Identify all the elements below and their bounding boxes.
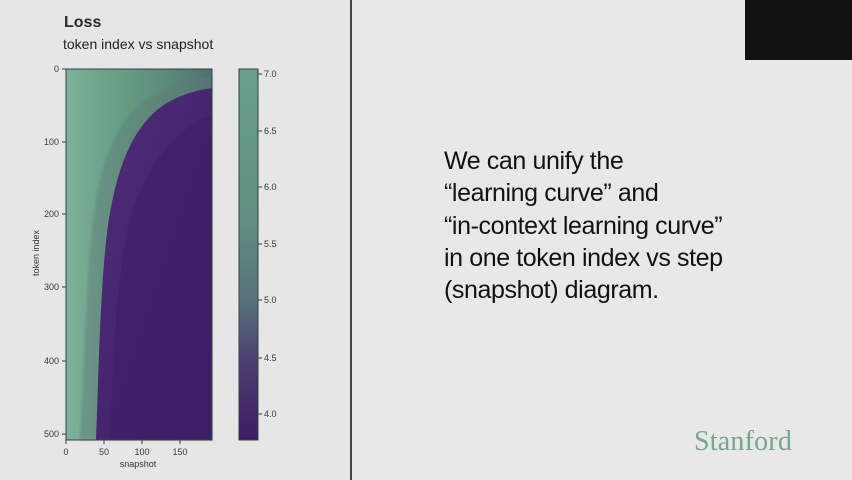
slide-explanation: We can unify the “learning curve” and “i… [444, 145, 834, 306]
y-axis-label: token index [31, 229, 41, 276]
x-axis-label: snapshot [120, 459, 157, 469]
colorbar-label-6-5: 6.5 [264, 126, 277, 136]
y-tick-label-500: 500 [44, 429, 59, 439]
chart-title: Loss [64, 14, 102, 31]
x-tick-label-100: 100 [134, 447, 149, 457]
y-tick-label-400: 400 [44, 356, 59, 366]
deep-low-loss-region [110, 115, 212, 440]
x-tick-label-50: 50 [99, 447, 109, 457]
slide-line-1: We can unify the [444, 147, 624, 175]
y-tick-label-0: 0 [54, 64, 59, 74]
colorbar-label-7-0: 7.0 [264, 69, 277, 79]
colorbar-label-4-0: 4.0 [264, 409, 277, 419]
chart-subtitle: token index vs snapshot [63, 36, 214, 52]
colorbar-label-4-5: 4.5 [264, 353, 277, 363]
y-tick-label-100: 100 [44, 137, 59, 147]
camera-overlay-area [745, 0, 852, 60]
colorbar-label-5-5: 5.5 [264, 239, 277, 249]
slide-divider [350, 0, 352, 480]
heatmap-frame [65, 68, 213, 441]
y-tick-label-200: 200 [44, 209, 59, 219]
slide-line-2: “learning curve” and [444, 179, 659, 208]
figure-panel: Loss token index vs snapshot [0, 0, 350, 480]
x-tick-label-150: 150 [172, 447, 187, 457]
x-tick-label-0: 0 [63, 447, 68, 457]
slide-text-panel [352, 0, 852, 480]
stanford-logo: Stanford [694, 426, 793, 457]
loss-heatmap: 0 100 200 300 400 500 0 50 100 150 7.0 6… [31, 64, 277, 469]
slide-line-5: (snapshot) diagram. [444, 276, 659, 304]
colorbar-label-6-0: 6.0 [264, 182, 277, 192]
slide-line-3: “in-context learning curve” [444, 211, 723, 240]
y-tick-label-300: 300 [44, 282, 59, 292]
slide-line-4: in one token index vs step [444, 243, 723, 272]
colorbar [238, 68, 259, 441]
colorbar-label-5-0: 5.0 [264, 295, 277, 305]
